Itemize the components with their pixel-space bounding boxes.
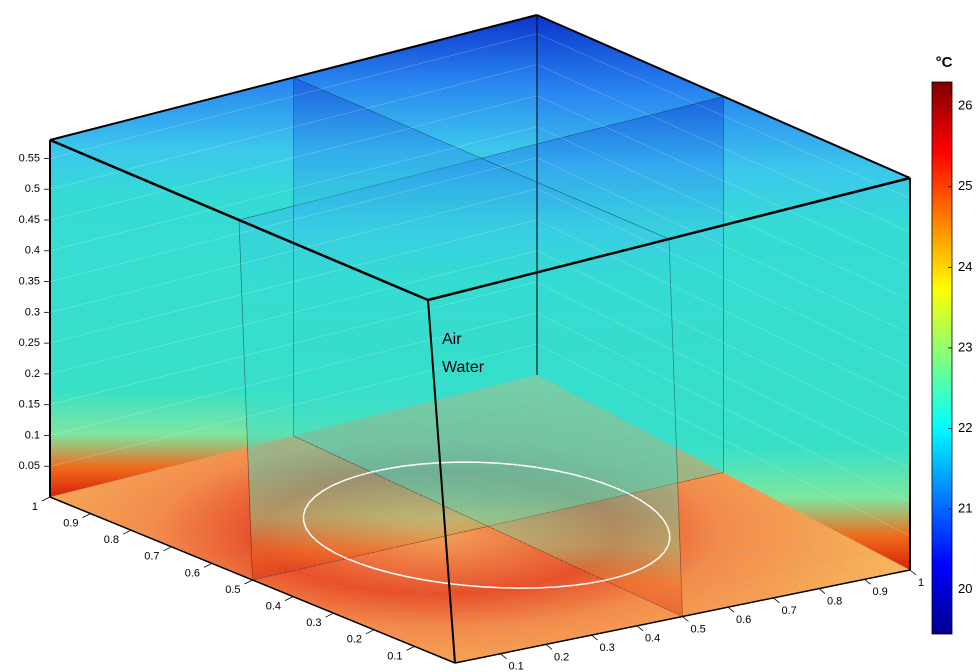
grid-line: [252, 472, 724, 581]
x-tick-label: 0.7: [144, 551, 159, 563]
colorbar-title: °C: [936, 54, 953, 71]
x-tick-label: 0.9: [63, 518, 78, 530]
colorbar-tick-label: 26: [958, 98, 972, 113]
z-tick-label: 0.25: [19, 337, 40, 349]
annotation: Water: [442, 359, 485, 376]
y-tick-label: 0.7: [782, 605, 797, 617]
colorbar-tick-label: 25: [958, 178, 972, 193]
y-tick: [682, 616, 689, 622]
y-tick-label: 0.9: [873, 586, 888, 598]
y-tick-label: 0.1: [509, 661, 524, 672]
grid-line: [333, 511, 799, 614]
x-tick-label: 0.8: [104, 534, 119, 546]
y-tick: [818, 588, 826, 594]
x-tick: [203, 563, 213, 568]
grid-line: [147, 472, 547, 645]
grid-line: [90, 394, 575, 514]
colorbar-tick-label: 20: [958, 581, 972, 596]
colorbar-tick-label: 22: [958, 420, 972, 435]
grid-line: [293, 435, 683, 617]
grid-line: [49, 374, 538, 498]
scene: [41, 14, 917, 664]
y-tick-label: 0.8: [827, 596, 842, 608]
grid-line: [390, 411, 774, 599]
x-tick: [284, 596, 294, 601]
box-edge: [49, 138, 429, 302]
x-tick: [325, 612, 334, 618]
z-tick-label: 0.2: [25, 368, 40, 380]
x-tick: [365, 629, 375, 635]
grid-line: [244, 447, 638, 627]
y-tick-label: 1: [918, 577, 924, 589]
y-tick: [727, 606, 735, 613]
grid-line: [342, 423, 729, 608]
box-edge: [427, 176, 911, 302]
x-tick: [406, 646, 415, 651]
box-edge: [49, 14, 538, 141]
y-tick: [636, 625, 644, 632]
x-tick-label: 1: [32, 501, 38, 513]
z-tick-label: 0.4: [25, 245, 40, 257]
grid-line: [488, 386, 865, 580]
x-tick-label: 0.3: [306, 617, 321, 629]
z-tick-label: 0.35: [19, 275, 40, 287]
x-tick: [41, 496, 51, 502]
x-tick: [163, 546, 172, 552]
x-tick-label: 0.6: [185, 567, 200, 579]
colorbar: [931, 81, 953, 635]
x-tick: [122, 529, 132, 535]
grid-line: [414, 550, 873, 647]
y-tick-label: 0.3: [600, 642, 615, 654]
z-tick-label: 0.5: [25, 183, 40, 195]
colorbar-tick-label: 23: [958, 339, 972, 354]
z-tick-label: 0.55: [19, 152, 40, 164]
grid-line: [439, 399, 820, 589]
annotation: Air: [442, 331, 462, 348]
grid-line: [536, 374, 911, 571]
y-tick: [864, 578, 871, 585]
x-tick: [82, 513, 91, 518]
x-tick-label: 0.1: [387, 650, 402, 662]
x-tick: [244, 579, 253, 585]
x-tick-label: 0.5: [225, 584, 240, 596]
y-tick-label: 0.2: [554, 651, 569, 663]
z-tick-label: 0.15: [19, 399, 40, 411]
z-tick-label: 0.05: [19, 460, 40, 472]
z-tick-label: 0.45: [19, 214, 40, 226]
y-tick: [773, 597, 780, 604]
y-tick: [591, 634, 598, 641]
grid-line: [195, 460, 592, 636]
y-tick: [500, 653, 507, 660]
y-tick-label: 0.5: [691, 623, 706, 635]
y-tick-label: 0.6: [736, 614, 751, 626]
z-tick-label: 0.1: [25, 429, 40, 441]
colorbar-tick-label: 21: [958, 501, 972, 516]
colorbar-tick-label: 24: [958, 259, 972, 274]
x-tick-label: 0.4: [266, 601, 281, 613]
box-edge: [427, 299, 456, 664]
box-edge: [536, 14, 911, 179]
y-tick: [909, 569, 917, 576]
z-tick-label: 0.3: [25, 306, 40, 318]
x-tick-label: 0.2: [347, 634, 362, 646]
y-tick-label: 0.4: [645, 633, 660, 645]
y-tick: [545, 644, 553, 650]
grid-line: [211, 452, 687, 564]
